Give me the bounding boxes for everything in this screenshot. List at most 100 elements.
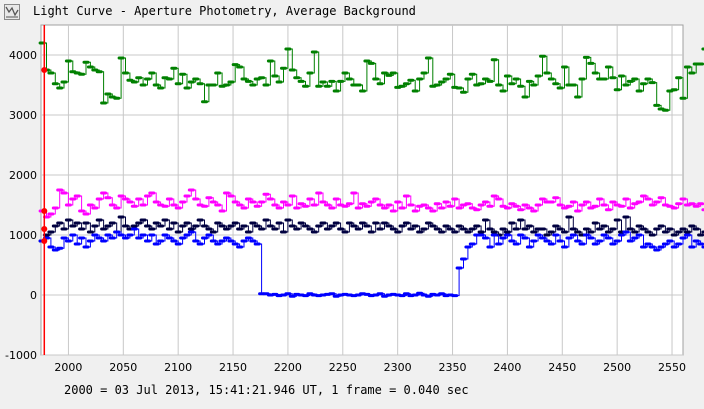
data-point <box>609 76 617 80</box>
data-point <box>78 72 86 76</box>
data-point <box>521 95 529 99</box>
data-point <box>73 221 81 225</box>
data-point <box>350 224 358 228</box>
data-point <box>552 196 560 200</box>
data-point <box>231 200 239 204</box>
data-point <box>345 77 353 81</box>
data-point <box>635 224 643 228</box>
cursor-layer[interactable] <box>41 25 48 355</box>
data-point <box>482 218 489 222</box>
data-point <box>508 202 516 206</box>
data-point <box>635 89 643 93</box>
data-point <box>490 233 498 237</box>
data-point <box>433 227 441 231</box>
data-point <box>433 83 441 87</box>
data-point <box>139 233 147 237</box>
data-point <box>604 208 612 212</box>
data-point <box>411 89 419 93</box>
x-tick-label: 2150 <box>219 361 247 374</box>
data-point <box>209 239 217 243</box>
data-point <box>512 204 520 208</box>
data-point <box>653 103 661 107</box>
data-point <box>547 230 555 234</box>
data-point <box>135 197 143 201</box>
y-tick-label: 4000 <box>9 49 37 62</box>
data-point <box>354 206 362 210</box>
data-point <box>499 227 507 231</box>
data-point <box>521 227 529 231</box>
data-point <box>262 83 270 87</box>
data-point <box>490 194 498 198</box>
data-point <box>464 77 472 81</box>
data-point <box>561 230 568 234</box>
data-point <box>688 202 696 206</box>
data-point <box>653 200 661 204</box>
data-point <box>288 224 296 228</box>
data-point <box>385 224 393 228</box>
data-point <box>337 227 345 231</box>
series-2 <box>38 215 704 243</box>
data-point <box>389 71 397 75</box>
data-point <box>280 230 287 234</box>
data-point <box>635 233 643 237</box>
data-point <box>56 221 64 225</box>
data-point <box>253 242 261 246</box>
data-point <box>284 218 292 222</box>
data-point <box>596 239 604 243</box>
data-point <box>411 224 419 228</box>
data-point <box>165 77 173 81</box>
data-point <box>69 224 77 228</box>
data-point <box>310 230 318 234</box>
data-point <box>574 95 582 99</box>
data-point <box>310 50 318 54</box>
data-point <box>455 206 463 210</box>
data-point <box>214 221 222 225</box>
data-point <box>455 86 463 90</box>
data-point <box>416 230 424 234</box>
data-point <box>618 204 625 208</box>
data-point <box>240 224 248 228</box>
x-tick-label: 2050 <box>109 361 137 374</box>
data-point <box>165 197 173 201</box>
data-point <box>565 204 573 208</box>
data-point <box>100 101 108 105</box>
data-point <box>244 230 252 234</box>
data-point <box>306 227 314 231</box>
data-point <box>323 227 331 231</box>
data-point <box>236 245 244 249</box>
data-point <box>214 71 222 75</box>
data-point <box>113 96 121 100</box>
data-point <box>249 83 257 87</box>
data-point <box>539 227 546 231</box>
data-point <box>315 224 323 228</box>
data-point <box>253 204 261 208</box>
data-point <box>82 221 90 225</box>
data-point <box>95 197 103 201</box>
data-point <box>552 233 560 237</box>
data-point <box>525 206 533 210</box>
data-point <box>666 239 674 243</box>
cursor-marker <box>41 67 48 73</box>
data-point <box>306 197 314 201</box>
data-point <box>534 203 542 207</box>
data-point <box>648 233 656 237</box>
data-point <box>701 230 704 234</box>
data-point <box>64 239 72 243</box>
data-point <box>640 194 647 198</box>
data-point <box>240 239 248 243</box>
data-point <box>398 224 406 228</box>
data-point <box>170 221 178 225</box>
data-point <box>323 203 331 207</box>
data-point <box>126 200 134 204</box>
data-point <box>359 202 366 206</box>
data-point <box>477 233 485 237</box>
data-point <box>591 221 599 225</box>
data-point <box>280 66 287 70</box>
data-point <box>490 230 498 234</box>
data-point <box>227 224 235 228</box>
data-point <box>108 203 116 207</box>
data-point <box>679 96 687 100</box>
data-point <box>367 230 375 234</box>
data-point <box>341 230 349 234</box>
